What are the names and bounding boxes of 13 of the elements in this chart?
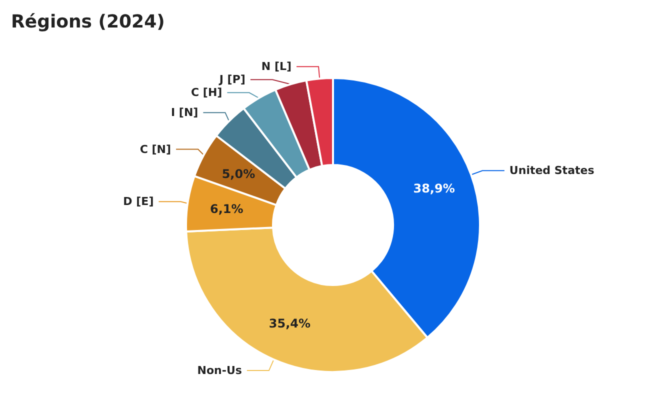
slice-label: J [P] — [218, 73, 246, 86]
slice-label: C [H] — [191, 86, 222, 100]
data-label: 5,0% — [222, 166, 256, 181]
chart-title: Régions (2024) — [11, 12, 165, 32]
data-label: 35,4% — [268, 316, 311, 330]
slice-label: Non-Us — [197, 364, 242, 378]
slice-label: D [E] — [123, 195, 154, 208]
slice-label: N [L] — [261, 60, 292, 74]
data-label: 38,9% — [413, 181, 455, 196]
slice-label: C [N] — [140, 142, 172, 156]
data-label: 6,1% — [210, 202, 244, 216]
slice-label: I [N] — [171, 106, 198, 120]
slice-label: United States — [509, 164, 595, 178]
